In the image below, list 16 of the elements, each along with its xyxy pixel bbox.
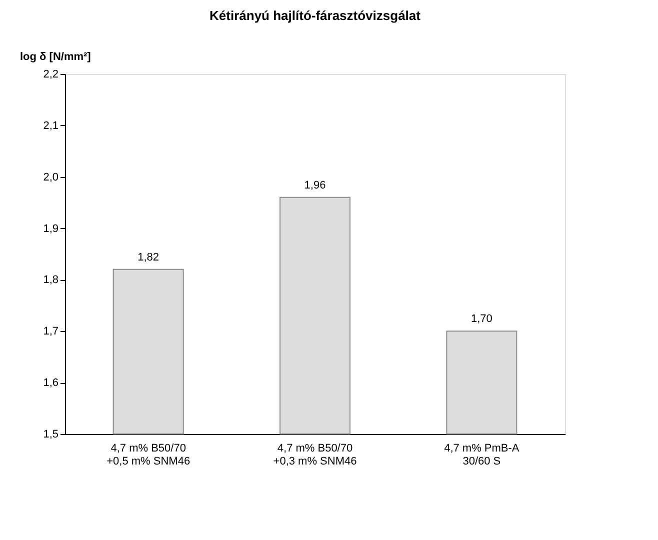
data-label: 1,96 xyxy=(304,179,326,192)
y-tick-label: 1,7 xyxy=(43,326,58,338)
x-tick-label: 4,7 m% B50/70 +0,5 m% SNM46 xyxy=(106,442,190,468)
y-tick-label: 1,5 xyxy=(43,428,58,440)
y-tick-label: 2,1 xyxy=(43,120,58,132)
y-tick-label: 1,6 xyxy=(43,377,58,390)
data-label: 1,70 xyxy=(470,313,492,326)
y-tick-label: 1,9 xyxy=(43,222,58,235)
x-tick-label: 4,7 m% B50/70 +0,3 m% SNM46 xyxy=(273,442,357,468)
chart-title: Kétirányú hajlító-fárasztóvizsgálat xyxy=(210,8,422,23)
y-tick-label: 2,2 xyxy=(43,68,58,80)
y-tick-label: 2,0 xyxy=(43,171,58,184)
y-axis-title: log δ [N/mm²] xyxy=(20,51,92,63)
x-tick-label: 4,7 m% PmB-A 30/60 S xyxy=(444,442,520,468)
data-label: 1,82 xyxy=(138,251,160,264)
y-tick-label: 1,8 xyxy=(43,274,58,286)
